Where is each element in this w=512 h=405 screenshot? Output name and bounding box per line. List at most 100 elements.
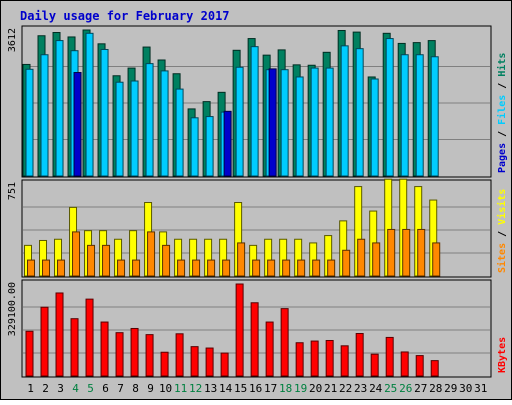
- bar-sites-day-23: [357, 238, 366, 277]
- bar-files-day-1: [25, 68, 34, 177]
- bar-sites-day-8: [132, 259, 141, 277]
- bar-sites-day-9: [147, 231, 156, 277]
- panel-hits-legend-text: Pages / Files / Hits: [496, 53, 508, 173]
- day-label-9: 9: [147, 382, 154, 395]
- bar-sites-day-17: [267, 259, 276, 277]
- bar-files-day-23: [355, 48, 364, 177]
- bar-files-day-13: [205, 116, 214, 177]
- bar-sites-day-26: [402, 228, 411, 277]
- bar-files-day-16: [250, 46, 259, 177]
- day-label-22: 22: [339, 382, 352, 395]
- day-label-29: 29: [444, 382, 457, 395]
- bar-kbytes-day-10: [160, 351, 169, 377]
- bar-files-day-7: [115, 81, 124, 177]
- day-label-15: 15: [234, 382, 247, 395]
- day-label-17: 17: [264, 382, 277, 395]
- panel-visits-legend-text: Sites / Visits: [496, 189, 508, 273]
- day-label-18: 18: [279, 382, 292, 395]
- day-label-13: 13: [204, 382, 217, 395]
- x-axis-day-labels: 1 2 3 4 5 6 7 8 9 10 11 12 13 14 15 16 17 18 19 20 21 22 23 24 2…: [27, 382, 487, 395]
- bar-sites-day-19: [297, 259, 306, 277]
- bar-kbytes-day-18: [280, 308, 289, 377]
- bar-sites-day-27: [417, 228, 426, 277]
- bar-files-day-19: [295, 76, 304, 177]
- legend-separator: /: [497, 225, 508, 243]
- day-label-10: 10: [159, 382, 172, 395]
- legend-hits: Hits: [496, 53, 508, 77]
- bar-files-day-27: [415, 54, 424, 177]
- bar-files-day-22: [340, 45, 349, 177]
- bar-kbytes-day-11: [175, 333, 184, 377]
- bar-pages-day-17: [268, 68, 277, 177]
- legend-files: Files: [496, 95, 508, 125]
- day-label-7: 7: [117, 382, 124, 395]
- bar-files-day-5: [85, 32, 94, 177]
- bar-files-day-20: [310, 67, 319, 177]
- bar-sites-day-22: [342, 249, 351, 277]
- bar-kbytes-day-21: [325, 339, 334, 377]
- panel-hits: 3612 Pages / Files / Hits: [7, 25, 508, 178]
- bar-files-day-15: [235, 66, 244, 177]
- bar-kbytes-day-9: [145, 334, 154, 377]
- bar-kbytes-day-14: [220, 352, 229, 377]
- bar-kbytes-day-19: [295, 342, 304, 377]
- bar-files-day-11: [175, 88, 184, 177]
- bar-files-day-2: [40, 54, 49, 177]
- bar-kbytes-day-5: [85, 298, 94, 377]
- day-label-30: 30: [459, 382, 472, 395]
- bar-kbytes-day-24: [370, 353, 379, 377]
- bar-sites-day-6: [102, 244, 111, 277]
- day-label-28: 28: [429, 382, 442, 395]
- bar-files-day-25: [385, 38, 394, 177]
- bar-kbytes-day-1: [25, 330, 34, 377]
- bar-kbytes-day-17: [265, 321, 274, 377]
- panel-hits-ymax-label: 3612: [7, 28, 18, 52]
- bar-kbytes-day-25: [385, 336, 394, 377]
- bar-kbytes-day-26: [400, 351, 409, 377]
- bar-kbytes-day-20: [310, 340, 319, 377]
- bar-files-day-10: [160, 70, 169, 177]
- bar-files-day-21: [325, 67, 334, 177]
- bar-sites-day-16: [252, 259, 261, 277]
- day-label-4: 4: [72, 382, 79, 395]
- chart-panels: 3612 Pages / Files / Hits 751 Sites / Visit…: [7, 25, 508, 378]
- bar-kbytes-day-23: [355, 333, 364, 377]
- bar-kbytes-day-27: [415, 355, 424, 377]
- bar-sites-day-10: [162, 244, 171, 277]
- bar-kbytes-day-16: [250, 302, 259, 377]
- bar-sites-day-1: [27, 259, 36, 277]
- day-label-8: 8: [132, 382, 139, 395]
- bar-sites-day-4: [72, 231, 81, 277]
- bar-files-day-24: [370, 78, 379, 177]
- bar-sites-day-12: [192, 259, 201, 277]
- day-label-23: 23: [354, 382, 367, 395]
- legend-kbytes: KBytes: [497, 337, 508, 373]
- panel-kbytes: 329100.00 KBytes: [7, 279, 508, 378]
- bar-files-day-8: [130, 80, 139, 177]
- day-label-3: 3: [57, 382, 64, 395]
- bar-kbytes-day-7: [115, 332, 124, 377]
- bar-sites-day-11: [177, 259, 186, 277]
- day-label-1: 1: [27, 382, 34, 395]
- day-label-27: 27: [414, 382, 427, 395]
- bar-files-day-12: [190, 117, 199, 177]
- bar-sites-day-2: [42, 259, 51, 277]
- bar-kbytes-day-2: [40, 306, 49, 377]
- legend-visits: Visits: [496, 189, 508, 225]
- bar-sites-day-3: [57, 259, 66, 277]
- bar-pages-day-4: [73, 72, 82, 177]
- day-label-21: 21: [324, 382, 337, 395]
- bar-kbytes-day-13: [205, 347, 214, 377]
- legend-pages: Pages: [497, 143, 508, 173]
- bar-kbytes-day-15: [235, 283, 244, 377]
- panel-visits: 751 Sites / Visits: [7, 178, 508, 278]
- legend-separator: /: [497, 125, 508, 143]
- day-label-2: 2: [42, 382, 49, 395]
- day-label-20: 20: [309, 382, 322, 395]
- bar-kbytes-day-6: [100, 321, 109, 377]
- bar-kbytes-day-12: [190, 346, 199, 377]
- bar-files-day-28: [430, 56, 439, 177]
- bar-sites-day-15: [237, 242, 246, 277]
